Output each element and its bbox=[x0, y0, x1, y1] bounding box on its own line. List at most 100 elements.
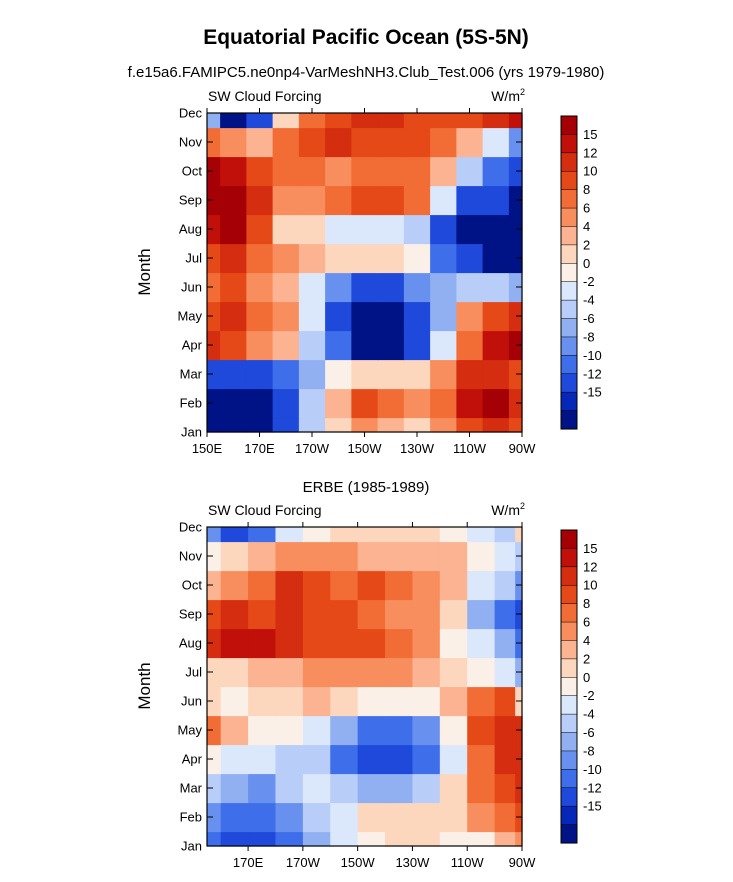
heatmap-cell bbox=[298, 301, 326, 332]
heatmap-cell bbox=[275, 527, 304, 543]
colorbar-tick-label: -2 bbox=[583, 688, 595, 703]
heatmap-cell bbox=[220, 541, 249, 572]
heatmap-cell bbox=[330, 773, 359, 804]
heatmap-cell bbox=[351, 243, 379, 274]
heatmap-cell bbox=[275, 599, 304, 630]
colorbar-swatch bbox=[560, 373, 578, 393]
colorbar-swatch bbox=[560, 207, 578, 228]
heatmap-cell bbox=[456, 330, 484, 361]
heatmap-cell bbox=[298, 185, 326, 216]
y-tick-label: Dec bbox=[179, 520, 203, 535]
heatmap-cell bbox=[330, 686, 359, 717]
heatmap-cell bbox=[302, 686, 331, 717]
heatmap-cell bbox=[246, 214, 274, 245]
heatmap-cell bbox=[302, 527, 331, 543]
heatmap-cell bbox=[412, 527, 441, 543]
heatmap-cell bbox=[275, 715, 304, 746]
heatmap-cell bbox=[207, 185, 221, 216]
heatmap-cell bbox=[412, 773, 441, 804]
heatmap-cell bbox=[385, 802, 414, 833]
heatmap-cell bbox=[403, 243, 431, 274]
heatmap-cell bbox=[403, 330, 431, 361]
heatmap-cell bbox=[248, 570, 277, 601]
colorbar-tick-label: -15 bbox=[583, 385, 602, 400]
heatmap-cell bbox=[351, 156, 379, 187]
x-tick-label: 110W bbox=[453, 441, 487, 456]
heatmap-cell bbox=[403, 156, 431, 187]
colorbar-swatch bbox=[560, 566, 578, 586]
colorbar-swatch bbox=[560, 134, 578, 154]
heatmap-cell bbox=[385, 599, 414, 630]
colorbar-swatch bbox=[560, 640, 578, 660]
heatmap-cell bbox=[385, 527, 414, 543]
heatmap-cell bbox=[467, 541, 496, 572]
x-tick-label: 170W bbox=[286, 855, 321, 870]
heatmap-cell bbox=[325, 243, 352, 274]
colorbar-tick-label: 0 bbox=[583, 670, 590, 685]
heatmap-cell bbox=[272, 272, 300, 303]
heatmap-cell bbox=[482, 388, 510, 419]
heatmap-cell bbox=[246, 185, 274, 216]
y-tick-label: Apr bbox=[182, 338, 203, 353]
heatmap-cell bbox=[207, 628, 222, 659]
heatmap-cell bbox=[377, 330, 405, 361]
heatmap-cell bbox=[220, 359, 247, 390]
heatmap-cell bbox=[385, 831, 414, 847]
heatmap-cell bbox=[467, 686, 496, 717]
y-tick-label: Dec bbox=[179, 106, 203, 121]
heatmap-cell bbox=[412, 802, 441, 833]
heatmap-cell bbox=[220, 388, 247, 419]
heatmap-cell bbox=[272, 359, 300, 390]
colorbar-swatch bbox=[560, 787, 578, 807]
colorbar-frame bbox=[560, 529, 578, 844]
heatmap-cell bbox=[456, 243, 484, 274]
colorbar-swatch bbox=[560, 769, 578, 789]
x-tick-label: 150W bbox=[348, 441, 383, 456]
heatmap-cell bbox=[412, 744, 441, 775]
heatmap-cell bbox=[439, 686, 468, 717]
panel-erbe-subtitle: ERBE (1985-1989) bbox=[303, 479, 430, 496]
heatmap-cell bbox=[220, 570, 249, 601]
heatmap-cell bbox=[207, 773, 222, 804]
heatmap-cell bbox=[430, 214, 457, 245]
heatmap-cell bbox=[325, 388, 352, 419]
colorbar-tick-label: 8 bbox=[583, 182, 590, 197]
heatmap-cell bbox=[272, 301, 300, 332]
heatmap-cell bbox=[494, 715, 516, 746]
colorbar-frame bbox=[560, 115, 578, 430]
heatmap-cell bbox=[467, 628, 496, 659]
panel-model-units-sup: 2 bbox=[520, 87, 525, 97]
heatmap-cell bbox=[351, 301, 379, 332]
heatmap-cell bbox=[494, 802, 516, 833]
heatmap-cell bbox=[330, 831, 359, 847]
heatmap-cell bbox=[482, 330, 510, 361]
heatmap-cell bbox=[220, 527, 249, 543]
heatmap-cell bbox=[508, 243, 523, 274]
heatmap-cell bbox=[325, 359, 352, 390]
heatmap-cell bbox=[377, 113, 405, 129]
heatmap-cell bbox=[456, 301, 484, 332]
colorbar-swatch bbox=[560, 226, 578, 246]
heatmap-cell bbox=[515, 831, 523, 847]
colorbar-tick-label: 4 bbox=[583, 219, 590, 234]
heatmap-cell bbox=[298, 243, 326, 274]
heatmap-cell bbox=[456, 417, 484, 433]
heatmap-cell bbox=[246, 243, 274, 274]
colorbar-swatch bbox=[560, 355, 578, 375]
colorbar-swatch bbox=[560, 336, 578, 356]
heatmap-cell bbox=[385, 686, 414, 717]
heatmap-cell bbox=[456, 388, 484, 419]
heatmap-cell bbox=[412, 831, 441, 847]
heatmap-cell bbox=[357, 657, 386, 688]
heatmap-cell bbox=[377, 301, 405, 332]
heatmap-cell bbox=[330, 802, 359, 833]
y-tick-label: May bbox=[177, 723, 202, 738]
heatmap-cell bbox=[439, 570, 468, 601]
heatmap-cell bbox=[302, 657, 331, 688]
heatmap-cell bbox=[467, 527, 496, 543]
heatmap-cell bbox=[494, 527, 516, 543]
heatmap-cell bbox=[482, 113, 510, 129]
colorbar-tick-label: -12 bbox=[583, 780, 602, 795]
heatmap-cell bbox=[439, 715, 468, 746]
